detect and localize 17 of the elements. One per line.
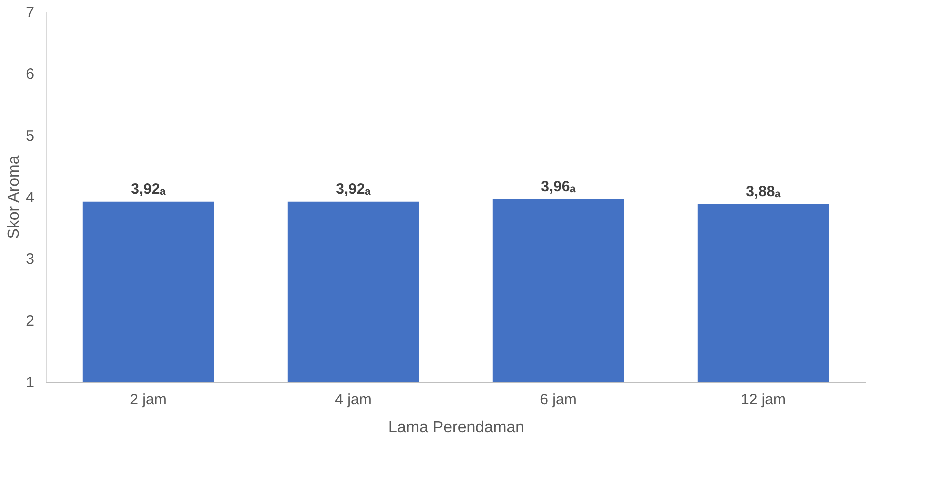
- x-axis-title: Lama Perendaman: [388, 420, 525, 436]
- x-tick-label: 12 jam: [740, 392, 786, 408]
- data-label: 3,88ₐ: [746, 183, 782, 200]
- y-tick-label: 7: [26, 4, 34, 22]
- y-tick-label: 3: [26, 251, 34, 268]
- data-label: 3,96ₐ: [541, 178, 576, 196]
- data-label: 3,92ₐ: [131, 180, 166, 198]
- x-tick-label: 4 jam: [335, 392, 372, 408]
- y-axis-title: Skor Aroma: [6, 156, 24, 240]
- y-tick-label: 5: [26, 128, 34, 145]
- x-tick-label: 6 jam: [540, 392, 577, 408]
- x-tick-label: 2 jam: [130, 392, 167, 408]
- y-tick-label: 6: [26, 66, 34, 84]
- data-label: 3,92ₐ: [336, 180, 372, 198]
- y-tick-label: 2: [26, 312, 34, 330]
- y-tick-label: 4: [26, 190, 34, 206]
- y-tick-label: 1: [26, 374, 34, 392]
